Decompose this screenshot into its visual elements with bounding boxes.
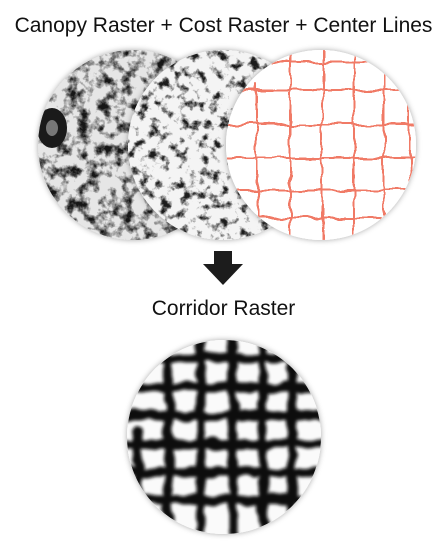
corridor-grid [127, 340, 321, 534]
corridor-raster-image [127, 340, 321, 534]
title-inputs: Canopy Raster + Cost Raster + Center Lin… [14, 14, 433, 37]
down-arrow-icon [203, 251, 243, 285]
title-output: Corridor Raster [151, 297, 296, 320]
center-lines-image [226, 50, 416, 240]
